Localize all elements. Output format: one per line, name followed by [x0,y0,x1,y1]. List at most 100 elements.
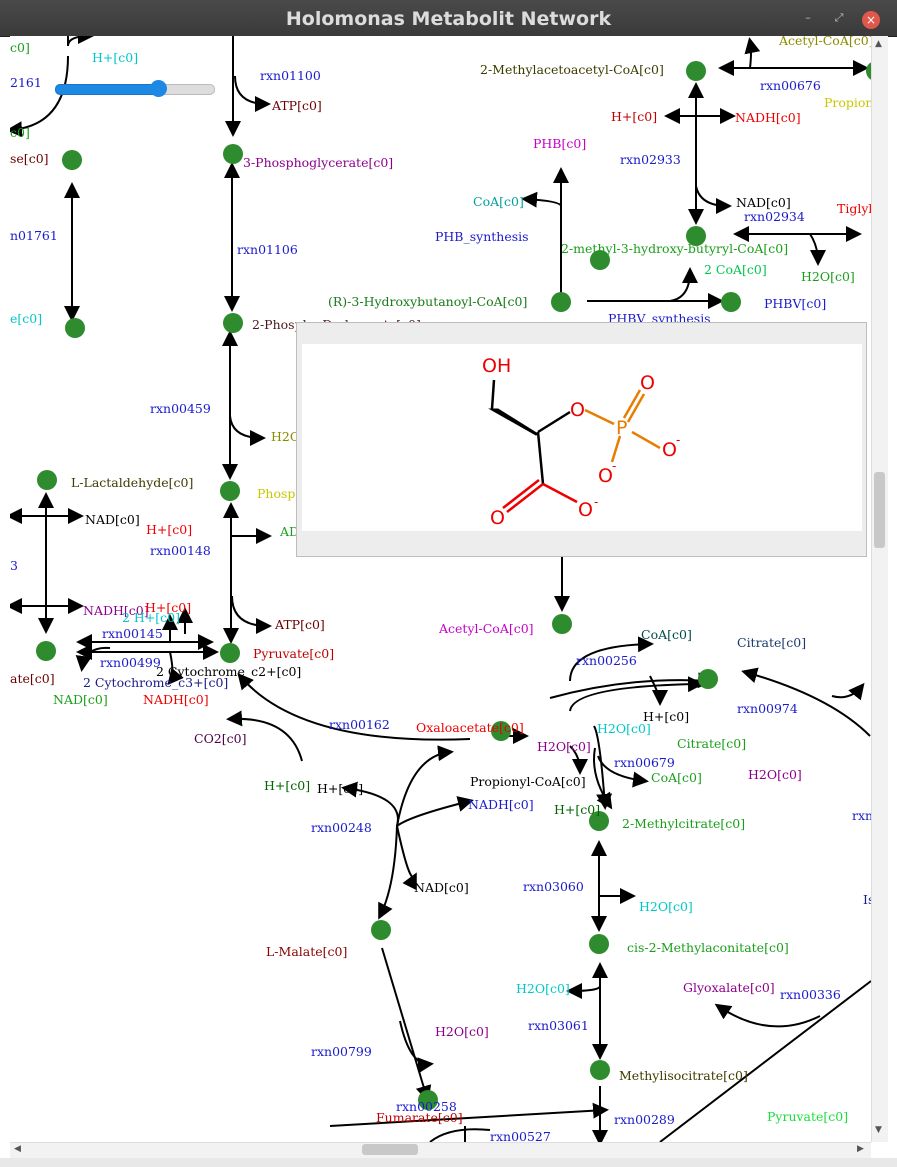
metabolite-label: ate[c0] [10,671,55,686]
metabolite-label: c0] [10,40,30,55]
scroll-left-icon[interactable]: ◀ [14,1144,21,1154]
metabolite-label: rxn00145 [102,626,163,641]
metabolite-label: n01761 [10,228,58,243]
metabolite-label: 2 Cytochrome_c3+[c0] [83,675,229,690]
metabolite-label: CoA[c0] [641,627,692,642]
metabolite-label: NAD[c0] [736,195,791,210]
scroll-down-icon[interactable]: ▼ [875,1125,882,1135]
metabolite-node[interactable] [223,313,243,333]
phosphate-oxygen-label: O [640,372,655,394]
vertical-scroll-thumb[interactable] [874,472,885,548]
metabolite-label: CoA[c0] [651,770,702,785]
metabolite-label: rxn00459 [150,401,211,416]
metabolite-label: rxn01106 [237,242,298,257]
metabolite-label: CO2[c0] [194,731,247,746]
metabolite-label: 2161 [10,75,42,90]
phosphate-oxygen-label: O [598,465,613,487]
charge-label: - [612,459,616,473]
metabolite-label: NAD[c0] [414,880,469,895]
minimize-icon[interactable]: – [805,11,811,24]
metabolite-node[interactable] [589,934,609,954]
metabolite-label: rxn [852,808,871,823]
window-title: Holomonas Metabolit Network [285,8,612,30]
title-bar[interactable]: Holomonas Metabolit Network – ⤢ × [0,0,897,37]
vertical-scrollbar[interactable] [871,36,888,1142]
metabolite-label: 3-Phosphoglycerate[c0] [243,155,394,170]
metabolite-label: rxn00676 [760,78,821,93]
metabolite-node[interactable] [62,150,82,170]
metabolite-node[interactable] [866,61,871,81]
metabolite-node[interactable] [223,144,243,164]
metabolite-label: e[c0] [10,311,43,326]
metabolite-label: rxn00256 [576,653,637,668]
metabolite-label: NAD[c0] [85,512,140,527]
metabolite-label: rxn00527 [490,1129,551,1143]
metabolite-label: NADH[c0] [735,110,801,125]
metabolite-node[interactable] [686,61,706,81]
metabolite-label: rxn00248 [311,820,372,835]
metabolite-label: H+[c0] [611,109,658,124]
metabolite-node[interactable] [491,721,511,741]
metabolite-label: 2 CoA[c0] [704,262,767,277]
metabolite-label: 2-Methylacetoacetyl-CoA[c0] [480,62,664,77]
metabolite-node[interactable] [37,470,57,490]
charge-label: - [594,495,598,509]
metabolite-label: rxn01100 [260,68,321,83]
metabolite-label: Fumarate[c0] [376,1110,463,1125]
metabolite-node[interactable] [686,226,706,246]
metabolite-node[interactable] [36,641,56,661]
metabolite-label: c0] [10,125,30,140]
close-icon[interactable]: × [862,11,880,29]
metabolite-node[interactable] [371,920,391,940]
metabolite-node[interactable] [698,669,718,689]
metabolite-label: Glyoxalate[c0] [683,980,775,995]
metabolite-label: H2O[c0] [639,899,693,914]
metabolite-label: H+[c0] [145,600,192,615]
metabolite-node[interactable] [220,643,240,663]
metabolite-node[interactable] [65,318,85,338]
maximize-icon[interactable]: ⤢ [834,11,844,24]
metabolite-label: AD [280,524,300,539]
metabolite-label: H2O[c0] [537,739,591,754]
molecule-view: OH O O P O - O - O O - [302,344,862,531]
ester-oxygen-label: O [570,399,585,421]
metabolite-label: NADH[c0] [83,603,149,618]
metabolite-label: se[c0] [10,151,49,166]
metabolite-node[interactable] [590,250,610,270]
metabolite-node[interactable] [552,614,572,634]
metabolite-label: NADH[c0] [143,692,209,707]
metabolite-label: H2O[c0] [801,269,855,284]
reaction-edges [10,36,871,1142]
metabolite-label: PHBV[c0] [764,296,827,311]
zoom-slider-handle[interactable] [150,80,167,97]
metabolite-label: rxn00258 [396,1099,457,1114]
metabolite-node[interactable] [590,1060,610,1080]
metabolite-label: H+[c0] [554,802,601,817]
metabolite-label: H+[c0] [92,50,139,65]
metabolite-label: H+[c0] [643,709,690,724]
metabolite-node[interactable] [551,292,571,312]
metabolite-label: 2 Cytochrome_c2+[c0] [156,664,302,679]
phosphate-oxygen-label: O [662,439,677,461]
structure-popup[interactable]: OH O O P O - O - O O - [296,322,867,557]
metabolite-label: ATP[c0] [272,98,322,113]
metabolite-node[interactable] [220,481,240,501]
metabolite-label: rxn00289 [614,1112,675,1127]
metabolite-node[interactable] [589,811,609,831]
metabolite-label: H+[c0] [317,781,364,796]
network-canvas[interactable]: 2161 H+[c0] c0] c0] se[c0] n01761 e[c0] rxn0110… [10,36,871,1142]
metabolite-node[interactable] [721,292,741,312]
metabolite-label: rxn00974 [737,701,798,716]
metabolite-label: rxn00499 [100,655,161,670]
metabolite-label: cis-2-Methylaconitate[c0] [627,940,789,955]
metabolite-label: H2O[c0] [435,1024,489,1039]
horizontal-scroll-thumb[interactable] [362,1144,418,1155]
horizontal-scrollbar[interactable] [10,1142,871,1159]
scroll-up-icon[interactable]: ▲ [875,39,882,49]
metabolite-label: rxn03060 [523,879,584,894]
metabolite-node[interactable] [418,1090,438,1110]
metabolite-label: rxn02934 [744,209,805,224]
metabolite-label: Citrate[c0] [737,635,807,650]
scroll-right-icon[interactable]: ▶ [857,1144,864,1154]
metabolite-label: L-Lactaldehyde[c0] [71,475,194,490]
